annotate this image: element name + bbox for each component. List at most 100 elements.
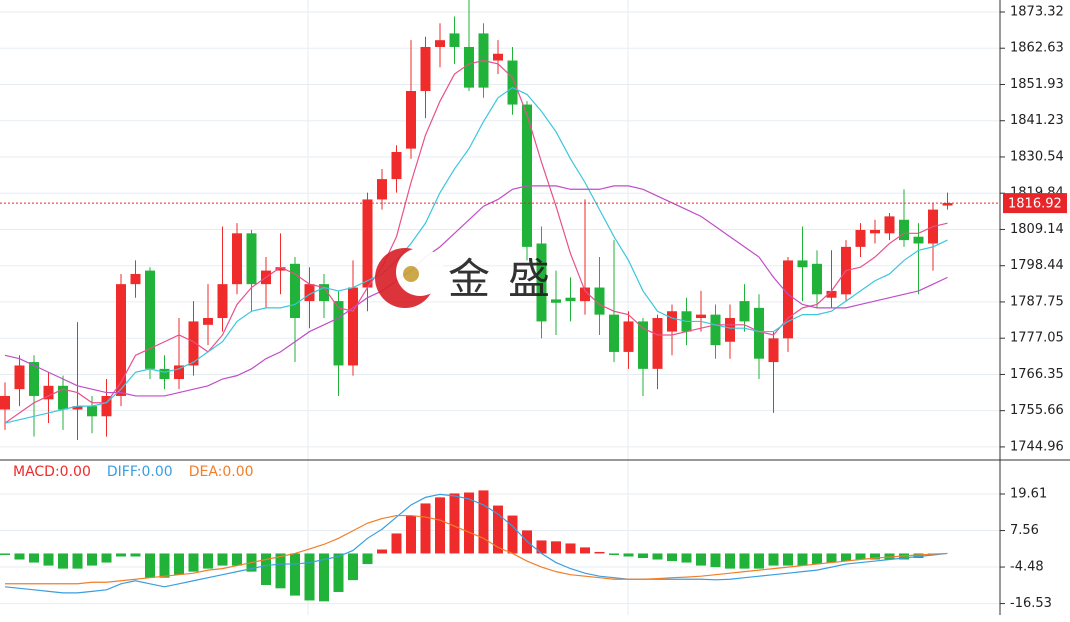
candle-body (203, 318, 213, 325)
candle-body (319, 284, 329, 302)
macd-bar (261, 553, 271, 585)
candle-body (493, 53, 503, 61)
macd-bar (159, 553, 170, 578)
line (4, 59, 948, 424)
candle-body (130, 273, 141, 285)
macd-bar (783, 553, 793, 566)
macd-bar (696, 553, 706, 566)
macd-bar (884, 553, 895, 560)
last-price-label: 1816.92 (1008, 197, 1062, 212)
candle-body (333, 301, 344, 366)
candle-body (362, 199, 373, 288)
candle-body (783, 260, 793, 339)
watermark: 金盛 (375, 248, 550, 308)
candle-body (217, 284, 228, 319)
legend-entry: MACD:0.00 (13, 464, 91, 480)
candle-body (290, 263, 300, 319)
line (4, 493, 948, 594)
candle-body (116, 284, 126, 396)
macd-bar (594, 551, 605, 554)
macd-bar (116, 553, 126, 557)
macd-bar (478, 490, 489, 554)
macd-bar (797, 553, 808, 566)
y-tick-label: -16.53 (1010, 596, 1052, 611)
candle-body (377, 179, 387, 200)
candle-body (638, 321, 648, 369)
macd-bar (304, 553, 315, 601)
candle-body (899, 219, 909, 241)
y-tick-label: 1787.75 (1010, 294, 1064, 309)
y-tick-label: 1830.54 (1010, 149, 1064, 164)
macd-bar (43, 553, 54, 566)
candle-body (522, 104, 532, 247)
macd-bar (174, 553, 184, 575)
macd-bar (551, 541, 561, 554)
y-tick-label: 1809.14 (1010, 222, 1064, 237)
candle-body (725, 318, 735, 342)
y-tick-label: 7.56 (1010, 523, 1039, 538)
candle-body (812, 263, 822, 295)
candle-body (652, 318, 663, 369)
macd-bar (362, 553, 373, 565)
candle-body (797, 260, 808, 268)
candle-body (0, 395, 10, 410)
candle-body (420, 46, 431, 92)
legend-entry: DEA:0.00 (189, 464, 254, 480)
macd-bar (319, 553, 329, 602)
candle-body (826, 290, 837, 298)
line (5, 514, 948, 585)
macd-bar (870, 553, 880, 560)
candle-body (942, 203, 953, 206)
candle-body (507, 60, 518, 105)
y-tick-label: 1777.05 (1010, 331, 1064, 346)
candle-body (174, 365, 184, 380)
y-tick-label: 1873.32 (1010, 4, 1064, 19)
macd-bar (565, 543, 576, 554)
logo-ball (403, 266, 419, 282)
macd-bar (667, 553, 677, 562)
candle-body (710, 314, 721, 346)
macd-bar (29, 553, 39, 563)
macd-bar (464, 492, 474, 554)
macd-bar (72, 553, 83, 569)
macd-bar (101, 553, 112, 563)
macd-bar (0, 553, 10, 555)
candle-body (551, 299, 561, 303)
macd-bar (507, 515, 518, 554)
macd-bar (841, 553, 851, 562)
candle-body (159, 368, 170, 380)
macd-bar (826, 553, 837, 563)
line (4, 86, 948, 424)
candle-body (188, 321, 199, 366)
logo-cut (396, 248, 444, 296)
macd-bar (435, 497, 445, 554)
candle-body (87, 406, 97, 417)
macd-bar (275, 553, 286, 589)
macd-bar (377, 549, 387, 554)
macd-bar (188, 553, 199, 572)
macd-bar (739, 553, 750, 569)
macd-bar (652, 553, 663, 560)
macd-bar (855, 553, 866, 560)
macd-bar (14, 553, 25, 560)
y-tick-label: 19.61 (1010, 487, 1047, 502)
candle-body (14, 365, 25, 390)
candle-body (464, 46, 474, 88)
macd-bar (333, 553, 344, 592)
candle-body (58, 385, 68, 410)
candle-body (246, 233, 257, 285)
candle-body (275, 267, 286, 271)
candle-body (884, 216, 895, 234)
macd-bar (406, 515, 416, 554)
candle-body (145, 270, 155, 369)
y-tick-label: -4.48 (1010, 560, 1044, 575)
candle-body (623, 321, 634, 352)
y-tick-label: 1851.93 (1010, 77, 1064, 92)
y-tick-label: 1744.96 (1010, 439, 1064, 454)
line (4, 185, 948, 397)
y-tick-label: 1841.23 (1010, 113, 1064, 128)
macd-bar (449, 493, 460, 554)
candle-body (870, 229, 880, 234)
